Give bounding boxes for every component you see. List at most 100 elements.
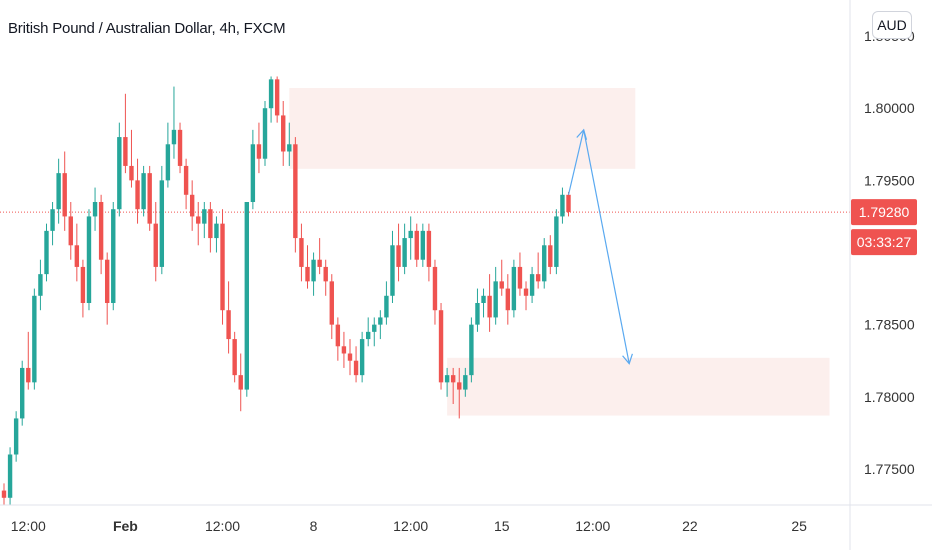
candle: [244, 202, 249, 397]
candle: [493, 266, 498, 325]
candle: [287, 122, 292, 166]
candle: [414, 223, 419, 267]
candle-body: [481, 295, 486, 303]
candle-body: [80, 266, 86, 303]
candle: [117, 122, 122, 217]
candle: [202, 202, 207, 239]
last-price-badge: [851, 199, 917, 226]
candle: [214, 216, 219, 253]
candle: [341, 331, 347, 368]
zone-2[interactable]: [447, 357, 830, 416]
candle-body: [475, 303, 480, 325]
candle: [311, 252, 316, 296]
candle-body: [13, 418, 19, 455]
candle: [183, 158, 189, 210]
candle: [329, 274, 334, 340]
candle-body: [372, 324, 377, 332]
candle-body: [311, 259, 316, 282]
x-tick-label: 12:00: [205, 518, 240, 534]
zone-1[interactable]: [289, 88, 636, 169]
candle-body: [329, 281, 334, 325]
candle: [347, 339, 353, 376]
candle-body: [457, 382, 462, 390]
candle: [554, 209, 559, 275]
time-axis[interactable]: 12:00 Feb 12:00 8 12:00 15 12:00 22 25: [11, 518, 807, 534]
candle-body: [62, 173, 67, 217]
candle-body: [226, 310, 231, 340]
candle: [548, 235, 553, 275]
candle: [408, 216, 413, 260]
candle: [20, 360, 25, 426]
candle: [305, 245, 310, 289]
candle: [226, 281, 231, 354]
last-price-value: 1.79280: [859, 204, 910, 220]
candle-body: [250, 144, 256, 202]
candle: [44, 223, 49, 282]
candle: [390, 230, 395, 303]
candle-body: [111, 209, 116, 303]
candle: [50, 202, 55, 246]
candle: [438, 303, 444, 390]
y-tick-label: 1.78000: [864, 389, 915, 405]
candle-body: [305, 266, 310, 282]
candle-body: [463, 375, 468, 390]
candle: [141, 165, 146, 217]
candle-body: [104, 259, 110, 303]
x-tick-label: Feb: [113, 518, 138, 534]
candle: [56, 158, 61, 224]
candle: [135, 158, 140, 224]
candle: [481, 288, 486, 318]
candle-body: [323, 266, 328, 282]
candle-body: [529, 274, 535, 296]
candle-body: [548, 245, 553, 267]
candle-body: [159, 180, 165, 267]
candle-body: [438, 310, 444, 383]
candle-body: [7, 454, 13, 498]
candle: [268, 76, 274, 123]
candle: [323, 259, 328, 296]
candle-body: [493, 281, 498, 318]
candle-body: [469, 324, 474, 376]
candle: [378, 310, 383, 340]
candle-body: [20, 367, 25, 419]
candle-body: [511, 266, 517, 311]
candle-body: [244, 202, 249, 390]
candle-body: [38, 274, 43, 296]
currency-button[interactable]: AUD: [872, 11, 912, 39]
candle-body: [147, 173, 152, 224]
candle: [104, 252, 110, 325]
candle-body: [414, 230, 419, 260]
candle: [159, 165, 165, 275]
candle-body: [299, 238, 304, 267]
candle-body: [129, 165, 134, 181]
candle: [123, 93, 128, 174]
candle: [1, 483, 7, 505]
candle-body: [32, 295, 37, 383]
candle-body: [171, 129, 177, 145]
candle-body: [396, 245, 401, 267]
candle-body: [390, 245, 395, 296]
candle-body: [262, 108, 268, 159]
candle-body: [408, 230, 413, 239]
candle: [499, 259, 504, 296]
candle: [13, 411, 19, 462]
candle: [111, 202, 116, 311]
candle: [529, 266, 535, 303]
candle: [505, 274, 511, 325]
candle-body: [56, 173, 61, 210]
candle: [444, 367, 450, 397]
y-tick-label: 1.77500: [864, 461, 915, 477]
candle-body: [487, 295, 492, 318]
x-tick-label: 12:00: [11, 518, 46, 534]
projection-arrow: [567, 128, 633, 365]
candle: [7, 447, 13, 505]
candle: [457, 367, 462, 419]
x-tick-label: 12:00: [393, 518, 428, 534]
candle: [293, 137, 298, 253]
candle: [523, 281, 529, 311]
candle-body: [86, 216, 92, 303]
candle: [153, 202, 158, 282]
x-tick-label: 15: [494, 518, 510, 534]
